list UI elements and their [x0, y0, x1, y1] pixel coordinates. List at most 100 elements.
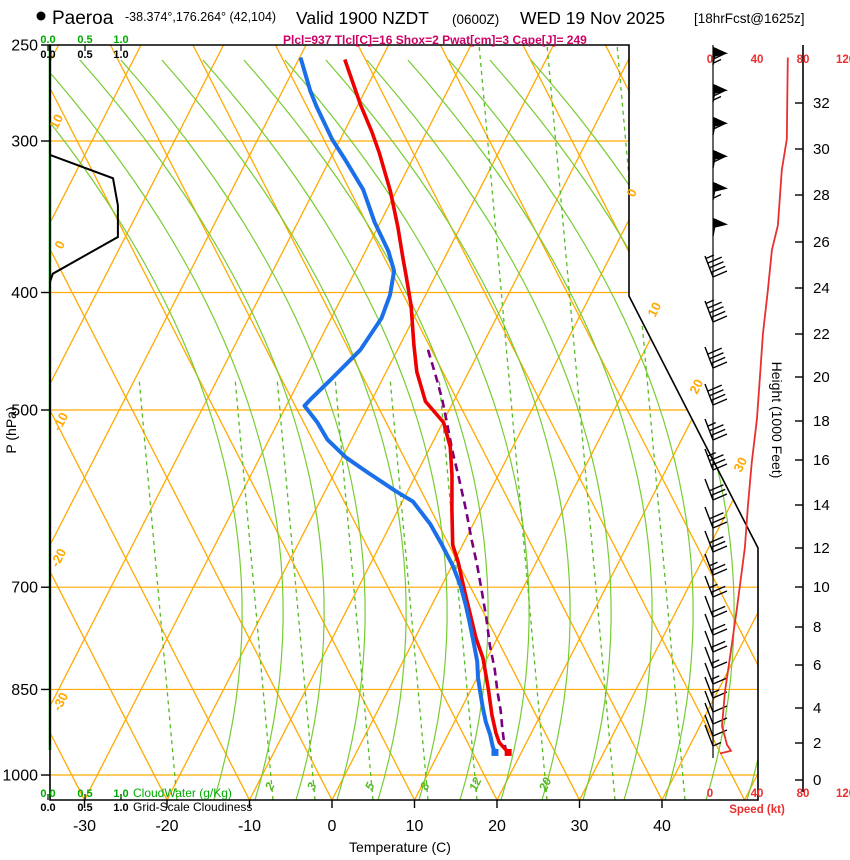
speed-axis-title: Speed (kt): [729, 804, 785, 816]
height-tick-label: 18: [813, 413, 830, 430]
wind-barb-icon: [704, 724, 722, 747]
wind-barb-icon: [704, 506, 728, 529]
isotherm-edge-label: 10: [46, 112, 66, 132]
cloudwater-bottom-tick-label: 0.0: [40, 788, 55, 800]
plot-border-outline: [49, 44, 759, 801]
temperature-tick-label: -20: [155, 818, 178, 835]
height-tick-label: 8: [813, 619, 821, 636]
pressure-tick-label: 850: [11, 682, 38, 699]
moist-adiabat-line: [366, 59, 612, 800]
wind-barb-icon: [704, 690, 728, 713]
forecast-hour: [18hrFcst@1625z]: [694, 11, 805, 26]
temperature-tick-label: 10: [406, 818, 424, 835]
height-tick-label: 30: [813, 141, 830, 158]
pressure-tick-label: 300: [11, 134, 38, 151]
wind-barb-icon: [712, 150, 728, 169]
pressure-tick-label: 1000: [2, 768, 38, 785]
wind-barb-icon: [712, 218, 728, 237]
isotherm-line: [331, 45, 720, 800]
height-tick-label: 26: [813, 234, 830, 251]
isotherm-line: [50, 45, 307, 800]
cloudwater-scale-title: CloudWater (g/Kg): [133, 786, 232, 800]
height-tick-label: 16: [813, 452, 830, 469]
surface-temperature-dot: [504, 748, 512, 756]
cloudwater-top-tick-label: 0.5: [77, 34, 92, 46]
pressure-tick-label: 250: [11, 38, 38, 55]
isotherm-line: [496, 45, 758, 800]
height-tick-label: 6: [813, 657, 821, 674]
wind-barb-icon: [704, 575, 728, 598]
isotherm-line: [578, 45, 758, 800]
mixing-ratio-line: [478, 45, 548, 800]
height-tick-label: 28: [813, 187, 830, 204]
moist-adiabat-line: [407, 59, 653, 800]
isotherm-line: [83, 45, 472, 800]
mixing-ratio-line: [234, 379, 274, 800]
mixing-ratio-label: 12: [466, 775, 484, 793]
moist-adiabat-line: [284, 59, 530, 800]
wind-barb-icon: [704, 478, 728, 501]
height-tick-label: 0: [813, 772, 821, 789]
height-axis-title: Height (1000 Feet): [769, 362, 785, 479]
moist-adiabat-line: [50, 59, 284, 800]
cloudiness-scale-title: Grid-Scale Cloudiness: [133, 800, 252, 814]
mixing-ratio-line: [389, 379, 429, 800]
cloudwater-bottom-tick-label: 0.5: [77, 788, 92, 800]
wind-barb-icon: [704, 346, 728, 369]
speed-top-tick-label: 120: [836, 54, 850, 66]
cloudiness-top-tick-label: 0.0: [40, 49, 55, 61]
wind-speed-profile-line: [719, 57, 789, 755]
wind-barb-icon: [704, 530, 728, 553]
sounding-parameters: Plcl=937 Tlcl[C]=16 Shox=2 Pwat[cm]=3 Ca…: [283, 33, 587, 47]
valid-time-utc: (0600Z): [452, 12, 499, 27]
wind-barb-icon: [704, 646, 728, 669]
dry-adiabat-line: [50, 45, 333, 800]
wind-barb-icon: [712, 117, 728, 136]
isotherm-edge-label: -30: [49, 690, 71, 714]
sounding-profiles: [298, 56, 512, 756]
wind-barb-icon: [712, 47, 728, 66]
temperature-axis-title: Temperature (C): [349, 839, 451, 855]
moist-adiabat-line: [202, 59, 448, 800]
speed-top-tick-label: 80: [797, 54, 810, 66]
pressure-tick-label: 500: [11, 403, 38, 420]
temperature-tick-label: -10: [238, 818, 261, 835]
axis-titles: P (hPa) Temperature (C) Height (1000 Fee…: [3, 362, 785, 855]
dry-adiabat-line: [439, 45, 758, 800]
dry-adiabat-line: [50, 45, 416, 800]
pressure-axis-title: P (hPa): [3, 406, 19, 453]
chart-header: Paeroa -38.374°,176.264° (42,104) Valid …: [36, 8, 805, 47]
dry-adiabat-line: [357, 45, 746, 800]
temperature-tick-label: 30: [571, 818, 589, 835]
moist-adiabat-line: [448, 59, 694, 800]
mixing-ratio-line: [276, 379, 316, 800]
pressure-tick-label: 700: [11, 580, 38, 597]
cloudiness-top-tick-label: 0.5: [77, 49, 92, 61]
dry-adiabat-line: [50, 45, 251, 800]
wind-barb-column: [704, 45, 728, 758]
station-coords: -38.374°,176.264° (42,104): [125, 10, 276, 24]
wind-barb-icon: [704, 254, 728, 278]
isotherm-line: [166, 45, 555, 800]
cloudiness-bottom-tick-label: 1.0: [113, 802, 128, 814]
mixing-ratio-line: [546, 45, 616, 800]
wind-barb-icon: [704, 714, 728, 737]
station-bullet-icon: [36, 11, 46, 21]
temperature-profile-line: [343, 58, 510, 754]
temperature-tick-label: 20: [488, 818, 506, 835]
cloudwater-top-tick-label: 1.0: [113, 34, 128, 46]
temperature-tick-label: 0: [328, 818, 337, 835]
cloudwater-bottom-tick-label: 1.0: [113, 788, 128, 800]
wind-barb-icon: [704, 383, 728, 406]
height-tick-label: 2: [813, 735, 821, 752]
moist-adiabat-line: [79, 59, 325, 800]
isotherm-edge-label: 20: [686, 377, 706, 397]
temperature-tick-label: -30: [73, 818, 96, 835]
wind-barb-icon: [712, 84, 728, 103]
isotherm-edge-label: 0: [623, 186, 640, 199]
isotherm-edge-label: -10: [49, 410, 71, 434]
speed-top-tick-label: 0: [707, 54, 713, 66]
wind-barb-icon: [704, 613, 728, 636]
